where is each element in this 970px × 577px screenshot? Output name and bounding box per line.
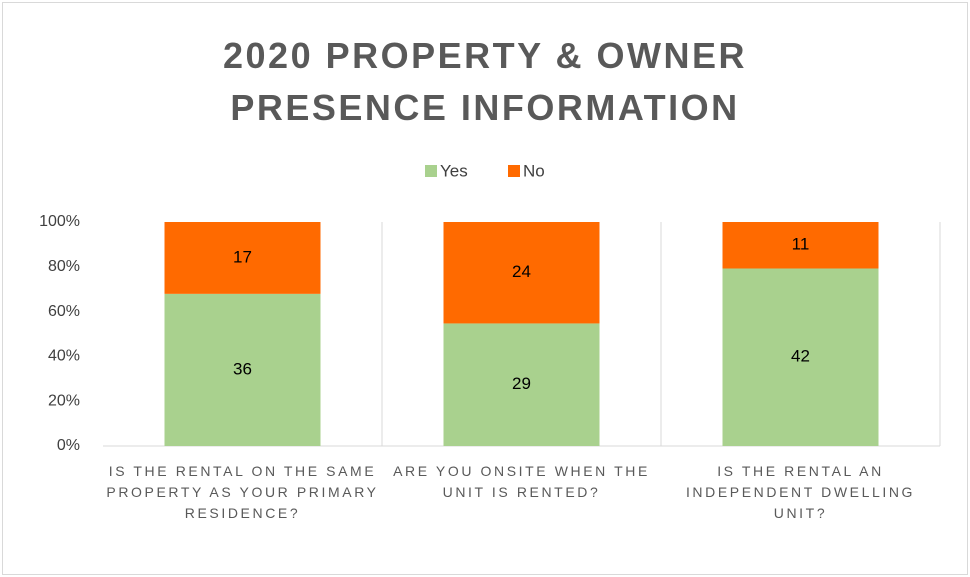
y-tick-label: 100% <box>39 213 80 230</box>
x-tick-label: IS THE RENTAL AN INDEPENDENT DWELLING UN… <box>685 463 916 521</box>
data-label: 42 <box>791 347 810 366</box>
bar-segment <box>164 293 321 446</box>
chart-title: 2020 PROPERTY & OWNER PRESENCE INFORMATI… <box>223 35 747 128</box>
legend-label: No <box>523 161 545 180</box>
y-tick-label: 40% <box>48 348 80 365</box>
data-label: 36 <box>233 359 252 378</box>
bar-segment <box>722 222 879 269</box>
y-tick-label: 60% <box>48 303 80 320</box>
data-label: 29 <box>512 374 531 393</box>
bar-segment <box>443 323 600 446</box>
bar-segment <box>164 222 321 294</box>
x-tick-label: IS THE RENTAL ON THE SAME PROPERTY AS YO… <box>106 463 379 521</box>
data-label: 11 <box>792 235 810 254</box>
data-label: 17 <box>233 247 252 266</box>
legend-swatch <box>425 165 437 177</box>
legend-label: Yes <box>440 161 468 180</box>
data-label: 24 <box>512 262 531 281</box>
y-tick-label: 20% <box>48 392 80 409</box>
x-tick-label: ARE YOU ONSITE WHEN THE UNIT IS RENTED? <box>393 463 650 500</box>
legend-swatch <box>508 165 520 177</box>
y-tick-label: 80% <box>48 258 80 275</box>
bar-segment <box>722 268 879 446</box>
y-tick-label: 0% <box>57 437 80 454</box>
bar-segment <box>443 222 600 324</box>
